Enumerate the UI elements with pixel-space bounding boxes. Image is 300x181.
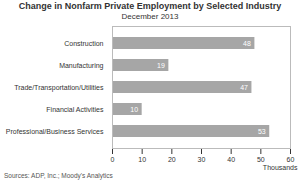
svg-text:30: 30 — [198, 156, 206, 163]
svg-text:20: 20 — [168, 156, 176, 163]
svg-text:Financial Activities: Financial Activities — [46, 106, 104, 113]
svg-text:40: 40 — [227, 156, 235, 163]
svg-text:60: 60 — [287, 156, 295, 163]
svg-text:Manufacturing: Manufacturing — [59, 62, 103, 70]
svg-text:53: 53 — [258, 128, 266, 135]
svg-text:Construction: Construction — [64, 40, 103, 47]
svg-text:47: 47 — [240, 84, 248, 91]
html-text:December 2013: December 2013 — [121, 12, 179, 21]
svg-text:48: 48 — [243, 40, 251, 47]
svg-text:0: 0 — [111, 156, 115, 163]
svg-text:50: 50 — [257, 156, 265, 163]
svg-text:10: 10 — [138, 156, 146, 163]
html-text:Change in Nonfarm Private Empl: Change in Nonfarm Private Employment by … — [18, 1, 282, 11]
html-text:Sources: ADP, Inc.; Moody's An: Sources: ADP, Inc.; Moody's Analytics — [4, 172, 113, 179]
svg-text:10: 10 — [130, 106, 138, 113]
svg-text:19: 19 — [157, 62, 165, 69]
svg-text:Thousands: Thousands — [263, 164, 298, 171]
svg-text:Trade/Transportation/Utilities: Trade/Transportation/Utilities — [14, 84, 104, 92]
svg-text:Professional/Business Services: Professional/Business Services — [6, 128, 104, 135]
